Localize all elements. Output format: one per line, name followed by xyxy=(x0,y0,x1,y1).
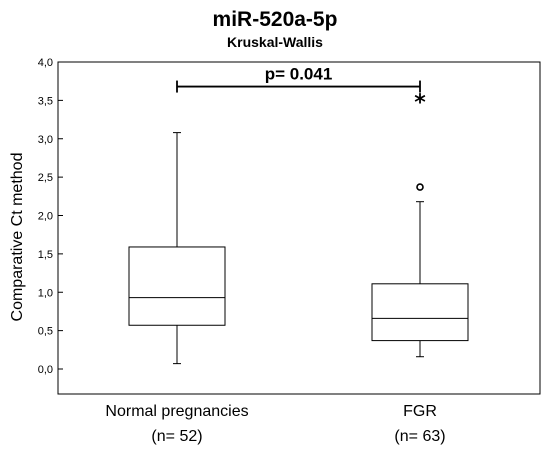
x-category-label: FGR xyxy=(403,403,437,420)
box-group xyxy=(128,132,226,365)
box-group: * xyxy=(371,90,469,358)
iqr-box xyxy=(128,246,226,326)
chart-title: miR-520a-5p xyxy=(213,8,338,31)
y-tick-label: 0,5 xyxy=(38,326,53,338)
y-tick-label: 2,0 xyxy=(38,211,53,223)
chart-subtitle: Kruskal-Wallis xyxy=(227,34,323,50)
y-tick-label: 3,5 xyxy=(38,95,53,107)
y-tick-label: 1,0 xyxy=(38,287,53,299)
y-axis: 0,0 0,5 1,0 1,5 2,0 2,5 3,0 3,5 4,0 xyxy=(38,57,63,376)
y-tick-label: 2,5 xyxy=(38,172,53,184)
x-category-n-label: (n= 63) xyxy=(394,428,445,445)
p-value-label: p= 0.041 xyxy=(265,65,333,84)
x-category-n-label: (n= 52) xyxy=(151,428,202,445)
y-tick-label: 3,0 xyxy=(38,134,53,146)
x-axis-labels: Normal pregnancies (n= 52) FGR (n= 63) xyxy=(105,403,445,445)
iqr-box xyxy=(371,283,469,342)
y-tick-label: 1,5 xyxy=(38,249,53,261)
outlier-point xyxy=(416,183,424,191)
plot-area-frame xyxy=(57,61,541,395)
y-axis-label: Comparative Ct method xyxy=(9,153,26,322)
box-series: * xyxy=(128,90,469,365)
x-category-label: Normal pregnancies xyxy=(105,403,248,420)
extreme-point: * xyxy=(414,90,426,115)
significance-bracket: p= 0.041 xyxy=(176,65,421,93)
y-tick-label: 0,0 xyxy=(38,364,53,376)
y-tick-label: 4,0 xyxy=(38,57,53,69)
